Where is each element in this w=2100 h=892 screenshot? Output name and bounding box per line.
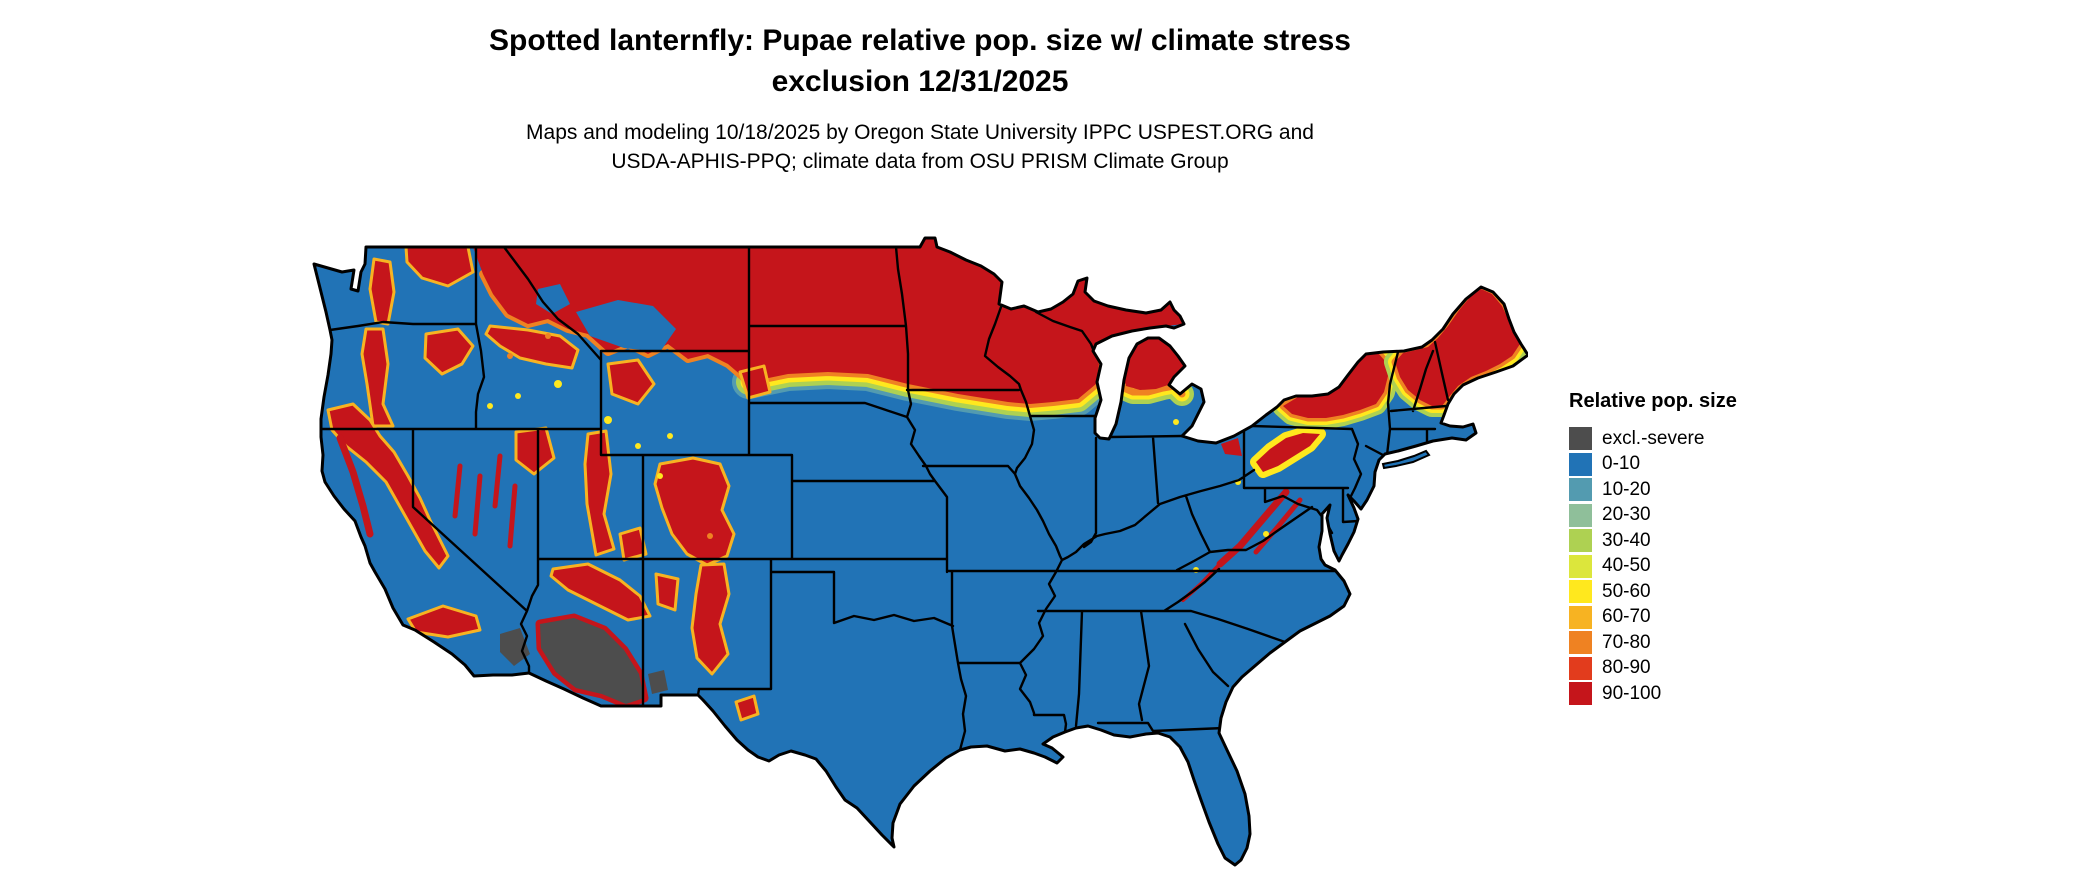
legend-item: 70-80: [1569, 630, 1737, 656]
figure-title: Spotted lanternfly: Pupae relative pop. …: [0, 20, 1840, 102]
map-montana-low-pockets: [536, 284, 676, 352]
legend-swatch-30-40: [1569, 529, 1592, 553]
map-region-west-high: [326, 245, 772, 722]
legend-item: 50-60: [1569, 579, 1737, 605]
legend-label: 0-10: [1602, 453, 1641, 475]
map-nevada-range-streaks: [336, 434, 518, 549]
legend-items: excl.-severe 0-10 10-20 20-30 30-40 40-5…: [1569, 426, 1737, 707]
figure-subtitle: Maps and modeling 10/18/2025 by Oregon S…: [0, 118, 1840, 176]
map-region-michigan-high: [1124, 339, 1184, 390]
map-region-pennsylvania-ridges: [1221, 427, 1326, 478]
legend-swatch-40-50: [1569, 554, 1592, 578]
legend-item: 80-90: [1569, 656, 1737, 682]
legend-label: 20-30: [1602, 504, 1651, 526]
map-region-excluded-southwest: [500, 613, 668, 709]
legend-swatch-10-20: [1569, 478, 1592, 502]
map-long-island: [1381, 449, 1431, 470]
legend-label: 90-100: [1602, 682, 1662, 704]
legend-label: excl.-severe: [1602, 427, 1705, 449]
legend-item: 40-50: [1569, 554, 1737, 580]
legend-label: 50-60: [1602, 580, 1651, 602]
legend-item: excl.-severe: [1569, 426, 1737, 452]
figure-subtitle-line1: Maps and modeling 10/18/2025 by Oregon S…: [526, 121, 1314, 144]
legend: Relative pop. size excl.-severe 0-10 10-…: [1569, 390, 1737, 707]
legend-label: 30-40: [1602, 529, 1651, 551]
legend-swatch-80-90: [1569, 656, 1592, 680]
legend-swatch-0-10: [1569, 452, 1592, 476]
legend-label: 80-90: [1602, 657, 1651, 679]
legend-label: 10-20: [1602, 478, 1651, 500]
figure-subtitle-line2: USDA-APHIS-PPQ; climate data from OSU PR…: [611, 150, 1229, 173]
legend-item: 20-30: [1569, 503, 1737, 529]
legend-item: 90-100: [1569, 681, 1737, 707]
legend-swatch-50-60: [1569, 580, 1592, 604]
us-risk-map: [312, 236, 1530, 867]
legend-item: 0-10: [1569, 452, 1737, 478]
legend-item: 60-70: [1569, 605, 1737, 631]
legend-label: 70-80: [1602, 631, 1651, 653]
legend-swatch-60-70: [1569, 605, 1592, 629]
legend-swatch-20-30: [1569, 503, 1592, 527]
legend-label: 60-70: [1602, 606, 1651, 628]
legend-swatch-70-80: [1569, 631, 1592, 655]
map-region-north-high: [473, 238, 1184, 404]
legend-item: 30-40: [1569, 528, 1737, 554]
map-container: [308, 234, 1530, 884]
map-coastline: [312, 236, 1530, 867]
figure-title-line1: Spotted lanternfly: Pupae relative pop. …: [489, 24, 1351, 57]
legend-label: 40-50: [1602, 555, 1651, 577]
legend-swatch-excl-severe: [1569, 427, 1592, 451]
figure-title-line2: exclusion 12/31/2025: [771, 65, 1069, 98]
legend-item: 10-20: [1569, 477, 1737, 503]
map-state-borders: [319, 245, 1450, 752]
legend-swatch-90-100: [1569, 682, 1592, 706]
map-region-upstate-ny: [1272, 342, 1399, 429]
legend-title: Relative pop. size: [1569, 390, 1737, 412]
